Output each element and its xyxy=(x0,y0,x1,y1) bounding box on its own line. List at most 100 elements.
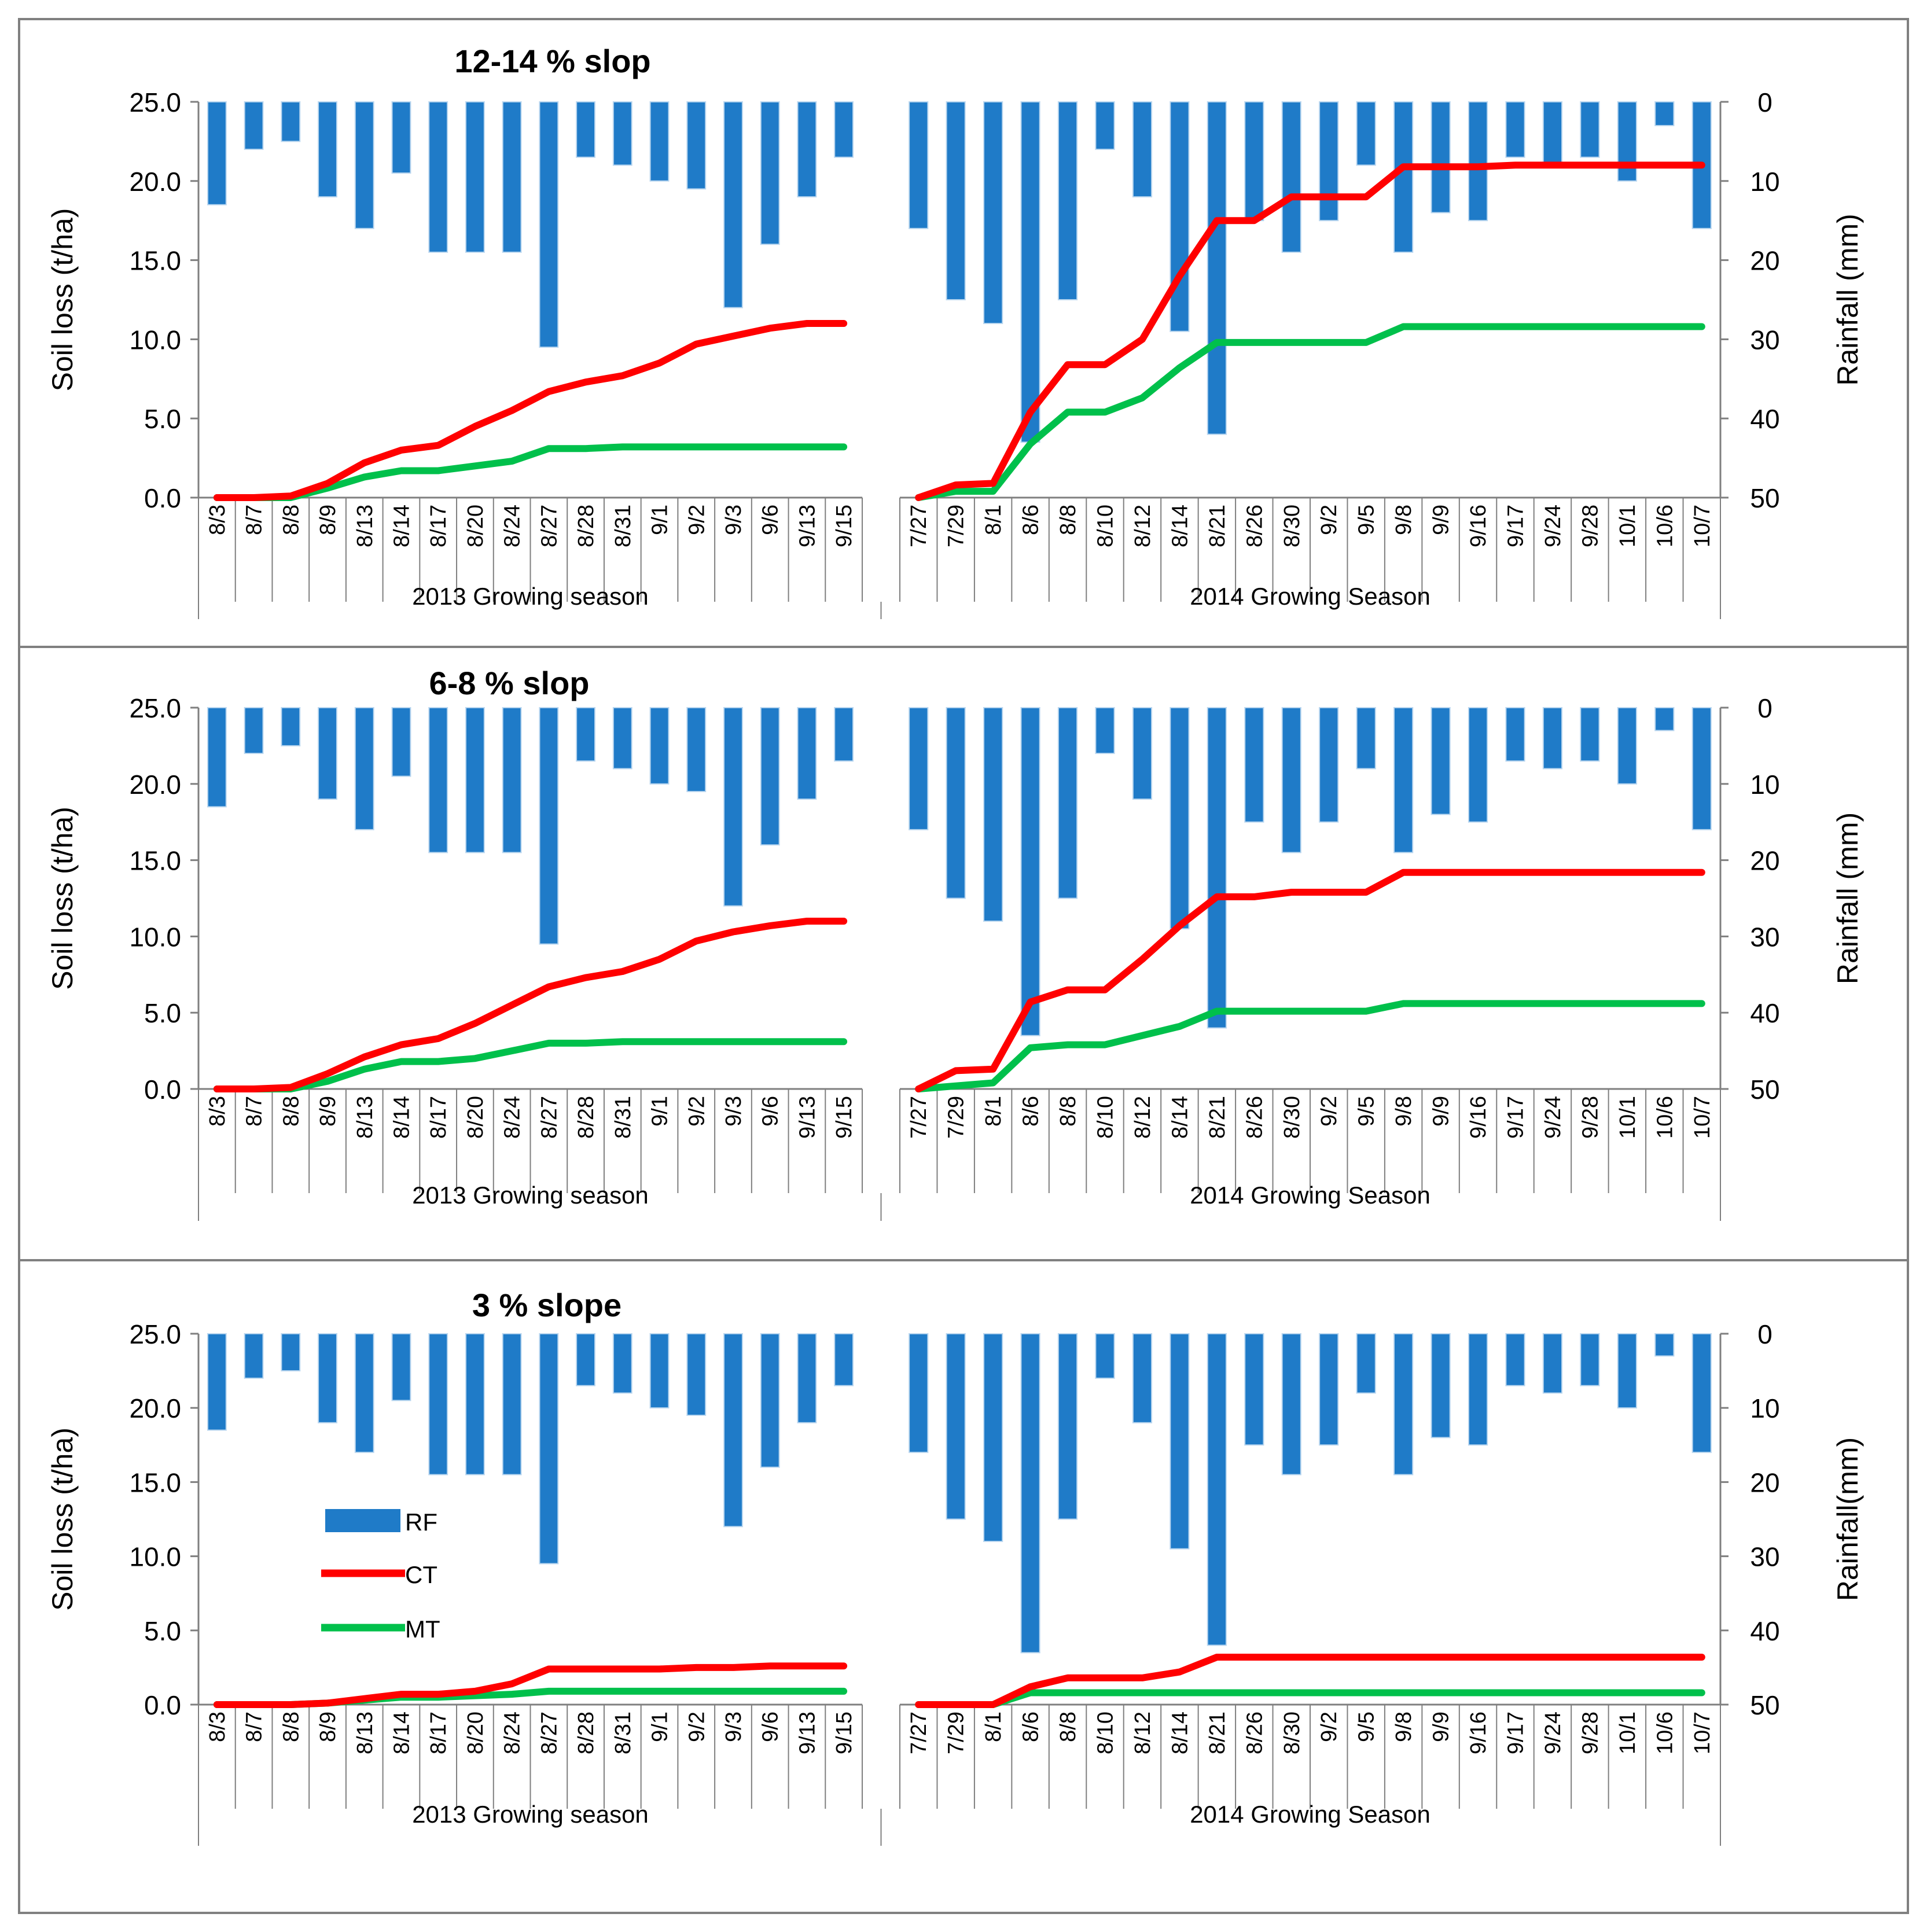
rainfall-bar-2014 xyxy=(1654,101,1675,127)
y-tick-label: 25.0 xyxy=(129,693,181,723)
y-tick-label: 10.0 xyxy=(129,325,181,355)
y-tick-label: 15.0 xyxy=(129,246,181,276)
x-tick-label-2014: 8/10 xyxy=(1094,1096,1118,1139)
rainfall-bar-2013 xyxy=(465,101,485,253)
rainfall-bar-2013 xyxy=(649,101,670,182)
rainfall-bar-2013 xyxy=(723,101,743,308)
rainfall-bar-2014 xyxy=(1319,101,1339,222)
rainfall-bar-2014 xyxy=(1393,707,1414,853)
x-tick-label-2013: 9/13 xyxy=(795,1712,819,1754)
x-tick-label-2013: 9/1 xyxy=(648,1712,672,1742)
rainfall-bar-2014 xyxy=(1244,707,1264,823)
rainfall-bar-2014 xyxy=(946,101,966,300)
y-tick-label: 0.0 xyxy=(144,483,181,513)
ct-line-2014 xyxy=(915,869,1705,1092)
y2-tick-label: 50 xyxy=(1750,1074,1779,1105)
x-tick-label-2014: 9/2 xyxy=(1317,1096,1341,1127)
x-tick-label-2013: 8/13 xyxy=(353,505,377,547)
x-tick-label-2013: 8/20 xyxy=(464,1712,488,1754)
rainfall-bar-2014 xyxy=(1654,707,1675,731)
x-tick-label-2014: 9/16 xyxy=(1466,1712,1491,1754)
x-tick-label-2014: 8/26 xyxy=(1242,1712,1267,1754)
rainfall-bar-2013 xyxy=(576,1333,596,1386)
rainfall-bar-2014 xyxy=(1430,101,1451,214)
x-tick-label-2013: 8/27 xyxy=(537,1096,561,1139)
legend: RF CT MT xyxy=(321,1508,440,1643)
x-tick-label-2013: 8/14 xyxy=(389,505,414,547)
y-tick-label: 0.0 xyxy=(144,1690,181,1720)
legend-mt-label: MT xyxy=(405,1615,440,1643)
rainfall-bar-2014 xyxy=(1356,101,1376,166)
x-tick-label-2013: 8/3 xyxy=(205,1096,230,1127)
rainfall-bar-2014 xyxy=(1580,101,1600,158)
x-tick-label-2014: 10/1 xyxy=(1616,1096,1640,1139)
rainfall-bar-2014 xyxy=(1542,707,1563,770)
x-tick-label-2014: 7/27 xyxy=(907,1096,931,1139)
x-tick-label-2013: 8/13 xyxy=(353,1096,377,1139)
x-tick-label-2014: 8/30 xyxy=(1280,1712,1304,1754)
y-tick-label: 20.0 xyxy=(129,1393,181,1423)
x-tick-label-2014: 8/8 xyxy=(1056,505,1080,535)
x-tick-label-2013: 8/9 xyxy=(316,505,340,535)
y-tick-label: 5.0 xyxy=(144,404,181,434)
season-label-2013: 2013 Growing season xyxy=(412,1801,649,1828)
ct-line-2014 xyxy=(915,1654,1705,1708)
y2-tick-label: 50 xyxy=(1750,483,1779,513)
rainfall-bar-2013 xyxy=(465,1333,485,1475)
legend-ct-label: CT xyxy=(405,1561,437,1588)
rainfall-bar-2014 xyxy=(1207,101,1227,435)
rainfall-bar-2014 xyxy=(1057,101,1078,300)
rainfall-bar-2013 xyxy=(318,1333,337,1423)
rainfall-bar-2014 xyxy=(983,1333,1003,1542)
rainfall-bar-2014 xyxy=(1132,1333,1153,1423)
y2-tick-label: 20 xyxy=(1750,846,1779,876)
x-tick-label-2014: 9/5 xyxy=(1355,1096,1379,1127)
x-tick-label-2013: 9/3 xyxy=(722,1096,746,1127)
x-tick-label-2013: 8/20 xyxy=(464,505,488,547)
rainfall-bar-2014 xyxy=(1393,101,1414,253)
x-tick-label-2014: 8/12 xyxy=(1131,505,1155,547)
rainfall-bar-2013 xyxy=(207,1333,227,1431)
x-tick-label-2013: 8/31 xyxy=(611,1712,635,1754)
rainfall-bar-2013 xyxy=(612,101,632,166)
x-tick-label-2014: 9/17 xyxy=(1504,505,1528,547)
rainfall-bar-2014 xyxy=(983,101,1003,325)
x-tick-label-2013: 8/3 xyxy=(205,1712,230,1742)
rainfall-bar-2013 xyxy=(428,707,448,853)
rainfall-bar-2014 xyxy=(1542,101,1563,166)
rainfall-bar-2014 xyxy=(1170,707,1190,930)
x-tick-label-2014: 9/5 xyxy=(1355,1712,1379,1742)
rainfall-bar-2013 xyxy=(723,1333,743,1528)
rainfall-bar-2013 xyxy=(686,101,707,190)
x-tick-label-2014: 10/6 xyxy=(1653,1712,1677,1754)
y-tick-label: 15.0 xyxy=(129,846,181,876)
x-tick-label-2014: 9/17 xyxy=(1504,1096,1528,1139)
rainfall-bar-2014 xyxy=(909,707,929,830)
chart-panel: 3 % slope0.05.010.015.020.025.0504030201… xyxy=(46,1287,1864,1846)
rainfall-bar-2014 xyxy=(1244,1333,1264,1446)
x-tick-label-2014: 8/30 xyxy=(1280,505,1304,547)
x-tick-label-2013: 8/7 xyxy=(242,1712,267,1742)
rainfall-bar-2014 xyxy=(1505,1333,1525,1386)
x-tick-label-2014: 9/9 xyxy=(1429,1096,1454,1127)
x-tick-label-2013: 8/9 xyxy=(316,1712,340,1742)
y-tick-label: 25.0 xyxy=(129,87,181,117)
rainfall-bar-2014 xyxy=(1356,707,1376,770)
y2-tick-label: 30 xyxy=(1750,922,1779,952)
rainfall-bar-2013 xyxy=(797,707,817,800)
x-tick-label-2014: 7/27 xyxy=(907,505,931,547)
x-tick-label-2014: 8/10 xyxy=(1094,505,1118,547)
rainfall-bar-2013 xyxy=(318,101,337,198)
x-tick-label-2014: 7/29 xyxy=(944,505,969,547)
x-tick-label-2013: 8/3 xyxy=(205,505,230,535)
x-tick-label-2013: 8/24 xyxy=(501,505,525,547)
x-tick-label-2014: 9/2 xyxy=(1317,505,1341,535)
x-tick-label-2014: 9/28 xyxy=(1578,1712,1602,1754)
rainfall-bar-2014 xyxy=(1691,1333,1712,1453)
y2-tick-label: 20 xyxy=(1750,1467,1779,1497)
season-label-2014: 2014 Growing Season xyxy=(1190,583,1430,610)
x-tick-label-2013: 8/8 xyxy=(279,505,303,535)
x-tick-label-2013: 8/24 xyxy=(501,1096,525,1139)
x-tick-label-2013: 9/13 xyxy=(795,505,819,547)
rainfall-bar-2014 xyxy=(1580,707,1600,762)
